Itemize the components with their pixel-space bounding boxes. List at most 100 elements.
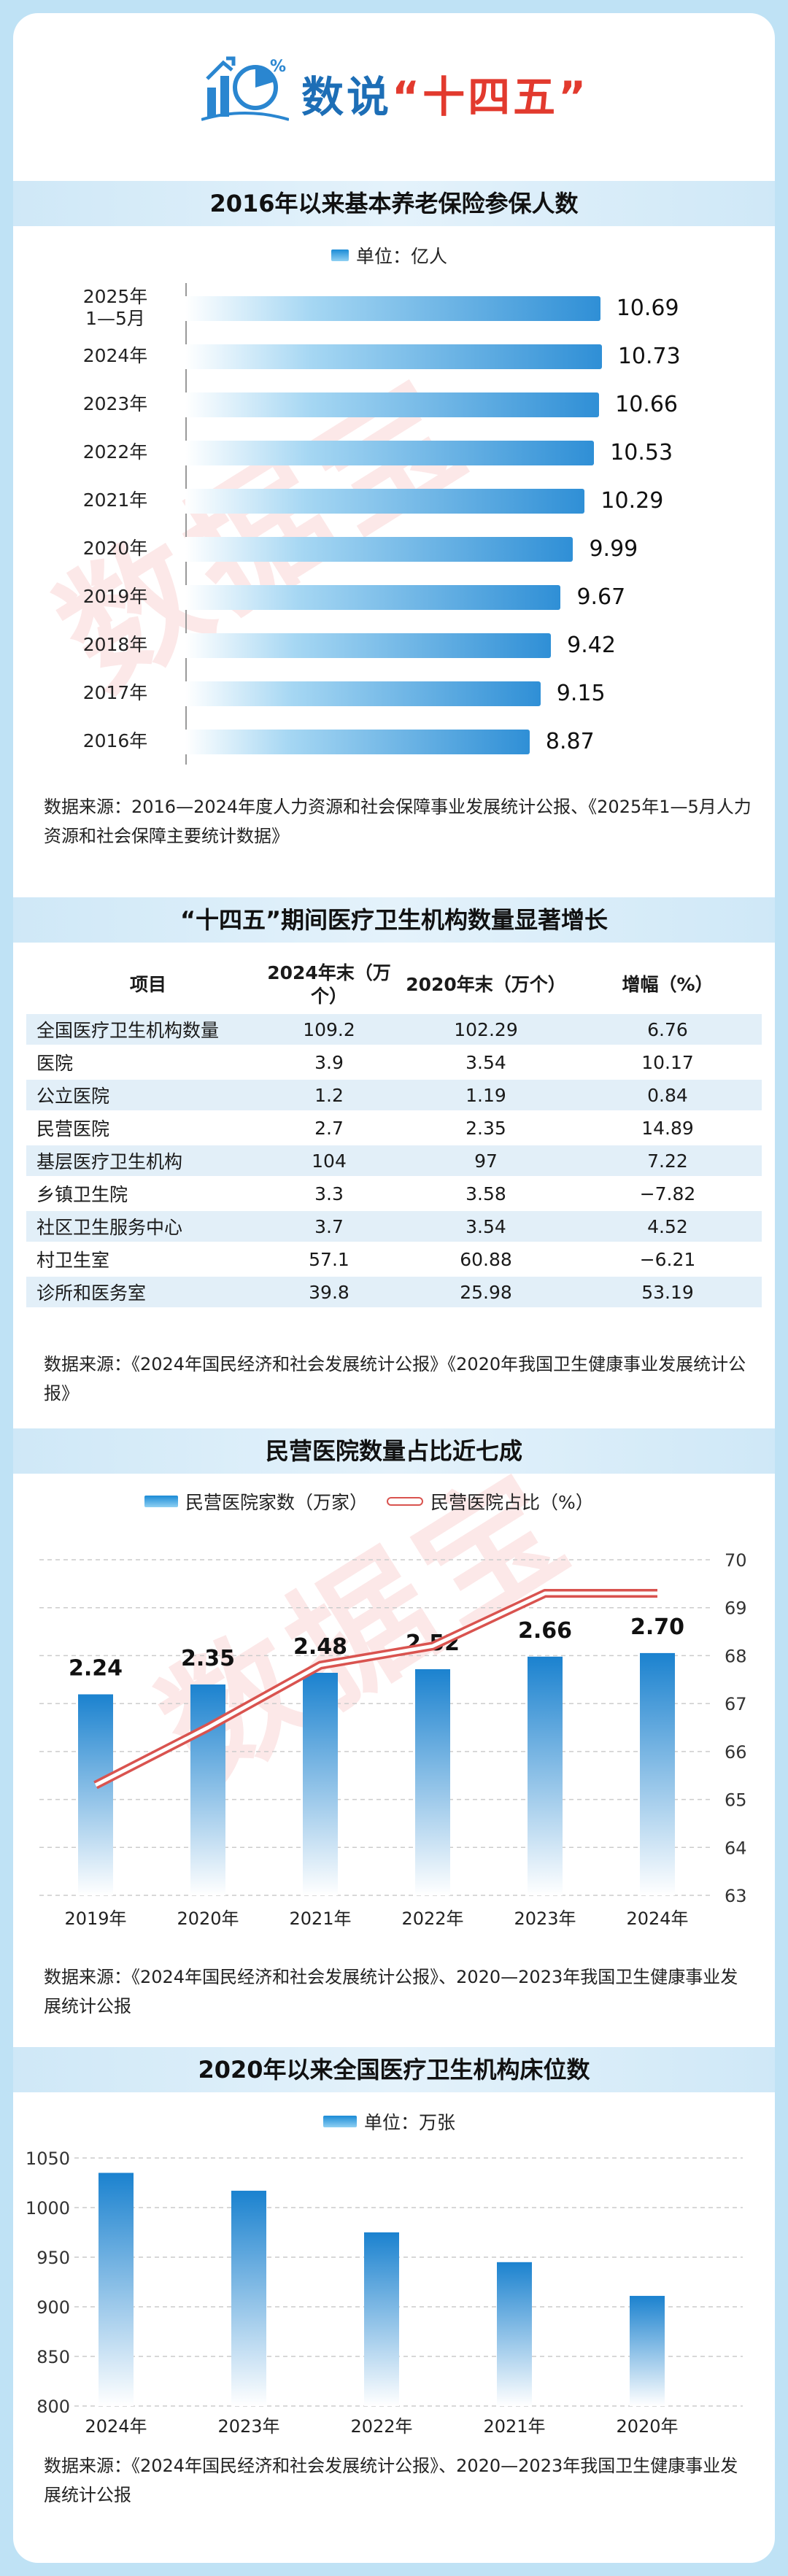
- table-cell: 3.3: [314, 1183, 344, 1204]
- private-hospitals-section-title: 民营医院数量占比近七成: [13, 1428, 775, 1474]
- value-label: 10.53: [610, 440, 673, 465]
- bar-row: 2018年 9.42: [13, 620, 775, 670]
- y-axis-tick: 950: [36, 2248, 70, 2268]
- bar: [185, 489, 585, 514]
- value-label: 9.42: [567, 633, 616, 658]
- page-title: 数说“十四五”: [301, 63, 589, 124]
- table-cell: 全国医疗卫生机构数量: [36, 1020, 220, 1041]
- value-label: 8.87: [545, 729, 595, 754]
- table-row: 公立医院 1.2 1.19 0.84: [26, 1080, 762, 1110]
- table-cell: 3.54: [466, 1051, 506, 1073]
- value-label: 10.29: [600, 488, 664, 514]
- bar: [231, 2190, 266, 2406]
- table-header: 项目 2024年末（万个） 2020年末（万个） 增幅（%）: [26, 956, 762, 1014]
- beds-unit: 单位：万张: [364, 2112, 456, 2133]
- bar-row: 2021年 10.29: [13, 476, 775, 525]
- value-label: 9.15: [556, 681, 606, 706]
- table-cell: 10.17: [641, 1051, 694, 1073]
- table-cell: 102.29: [454, 1018, 518, 1040]
- table-cell: 0.84: [647, 1084, 688, 1106]
- pension-section-title: 2016年以来基本养老保险参保人数: [13, 181, 775, 226]
- value-label: 9.67: [576, 584, 626, 610]
- bar: [185, 537, 573, 562]
- bar: [98, 2173, 134, 2406]
- table-row: 民营医院 2.7 2.35 14.89: [26, 1113, 762, 1143]
- x-tick-label: 2021年: [483, 2416, 545, 2437]
- table-cell: 4.52: [647, 1215, 688, 1237]
- right-axis-tick: 65: [725, 1790, 747, 1811]
- category-label: 2022年: [82, 441, 148, 463]
- table-cell: 社区卫生服务中心: [36, 1217, 183, 1238]
- table-cell: 2.7: [314, 1117, 344, 1139]
- bar-row: 2022年 10.53: [13, 428, 775, 477]
- share-line-inner: [94, 1591, 657, 1787]
- table-cell: 村卫生室: [36, 1250, 110, 1271]
- table-cell: 60.88: [460, 1248, 512, 1270]
- right-axis-tick: 66: [725, 1742, 747, 1763]
- table-cell: 104: [312, 1150, 347, 1172]
- right-axis-tick: 64: [725, 1838, 747, 1858]
- table-cell: 57.1: [309, 1248, 349, 1270]
- x-tick-label: 2020年: [177, 1908, 239, 1929]
- table-cell: 3.7: [314, 1215, 344, 1237]
- bar-value-label: 2.48: [293, 1634, 347, 1660]
- table-cell: 7.22: [647, 1150, 688, 1172]
- table-cell: 3.54: [466, 1215, 506, 1237]
- table-cell: 公立医院: [36, 1086, 110, 1107]
- table-cell: 1.19: [466, 1084, 506, 1106]
- bar: [78, 1694, 113, 1895]
- y-axis-tick: 900: [36, 2297, 70, 2318]
- bar-value-label: 2.66: [518, 1618, 572, 1644]
- table-cell: −7.82: [639, 1183, 696, 1204]
- bar-value-label: 2.70: [630, 1614, 684, 1640]
- table-cell: 乡镇卫生院: [36, 1184, 128, 1205]
- bar-value-label: 2.24: [69, 1655, 123, 1681]
- title-prefix: 数说: [301, 72, 393, 122]
- value-label: 9.99: [589, 536, 638, 562]
- category-label: 2016年: [82, 730, 148, 751]
- value-label: 10.66: [615, 392, 678, 417]
- table-cell: 3.9: [314, 1051, 344, 1073]
- table-cell: 97: [474, 1150, 498, 1172]
- table-cell: 109.2: [303, 1018, 355, 1040]
- institutions-table: 项目 2024年末（万个） 2020年末（万个） 增幅（%） 全国医疗卫生机构数…: [26, 956, 762, 1335]
- bar: [303, 1672, 338, 1895]
- category-label: 2023年: [82, 393, 148, 414]
- bar: [185, 633, 552, 658]
- legend-line-swatch: [387, 1497, 424, 1506]
- infographic-card: 数据宝 数据宝 % 数说“十四五” 2016年以来基本养老保险参保人数 单位：亿…: [13, 13, 775, 2563]
- right-axis-tick: 63: [725, 1886, 747, 1906]
- bar: [185, 441, 595, 465]
- legend-swatch: [323, 2116, 357, 2127]
- private-hospitals-source: 数据来源：《2024年国民经济和社会发展统计公报》、2020—2023年我国卫生…: [44, 1967, 738, 2016]
- bar: [364, 2232, 399, 2406]
- category-label: 2017年: [82, 682, 148, 703]
- category-label: 2025年 1—5月: [82, 286, 148, 329]
- category-label: 2018年: [82, 634, 148, 655]
- bar: [630, 2296, 665, 2406]
- table-cell: 诊所和医务室: [36, 1283, 147, 1304]
- table-cell: 1.2: [314, 1084, 344, 1106]
- table-row: 医院 3.9 3.54 10.17: [26, 1047, 762, 1078]
- table-cell: 医院: [36, 1053, 74, 1074]
- chart-percent-icon: %: [201, 56, 289, 121]
- table-cell: 民营医院: [36, 1118, 110, 1140]
- y-axis-tick: 1050: [26, 2148, 70, 2169]
- page-header: % 数说“十四五”: [13, 13, 775, 159]
- category-label: 2020年: [82, 538, 148, 559]
- bar: [185, 344, 602, 369]
- title-main: “十四五”: [392, 72, 590, 122]
- bar: [415, 1669, 450, 1895]
- category-label: 2024年: [82, 345, 148, 366]
- bar-row: 2016年 8.87: [13, 716, 775, 766]
- bar: [185, 392, 600, 417]
- right-axis-tick: 69: [725, 1598, 747, 1619]
- x-tick-label: 2019年: [64, 1908, 126, 1929]
- col-2024: 2024年末（万个）: [267, 962, 391, 1007]
- table-cell: 25.98: [460, 1281, 512, 1303]
- bar: [528, 1656, 563, 1895]
- right-axis-tick: 67: [725, 1694, 747, 1714]
- pension-source: 数据来源：2016—2024年度人力资源和社会保障事业发展统计公报、《2025年…: [44, 797, 752, 846]
- table-cell: −6.21: [639, 1248, 696, 1270]
- value-label: 10.73: [617, 344, 681, 369]
